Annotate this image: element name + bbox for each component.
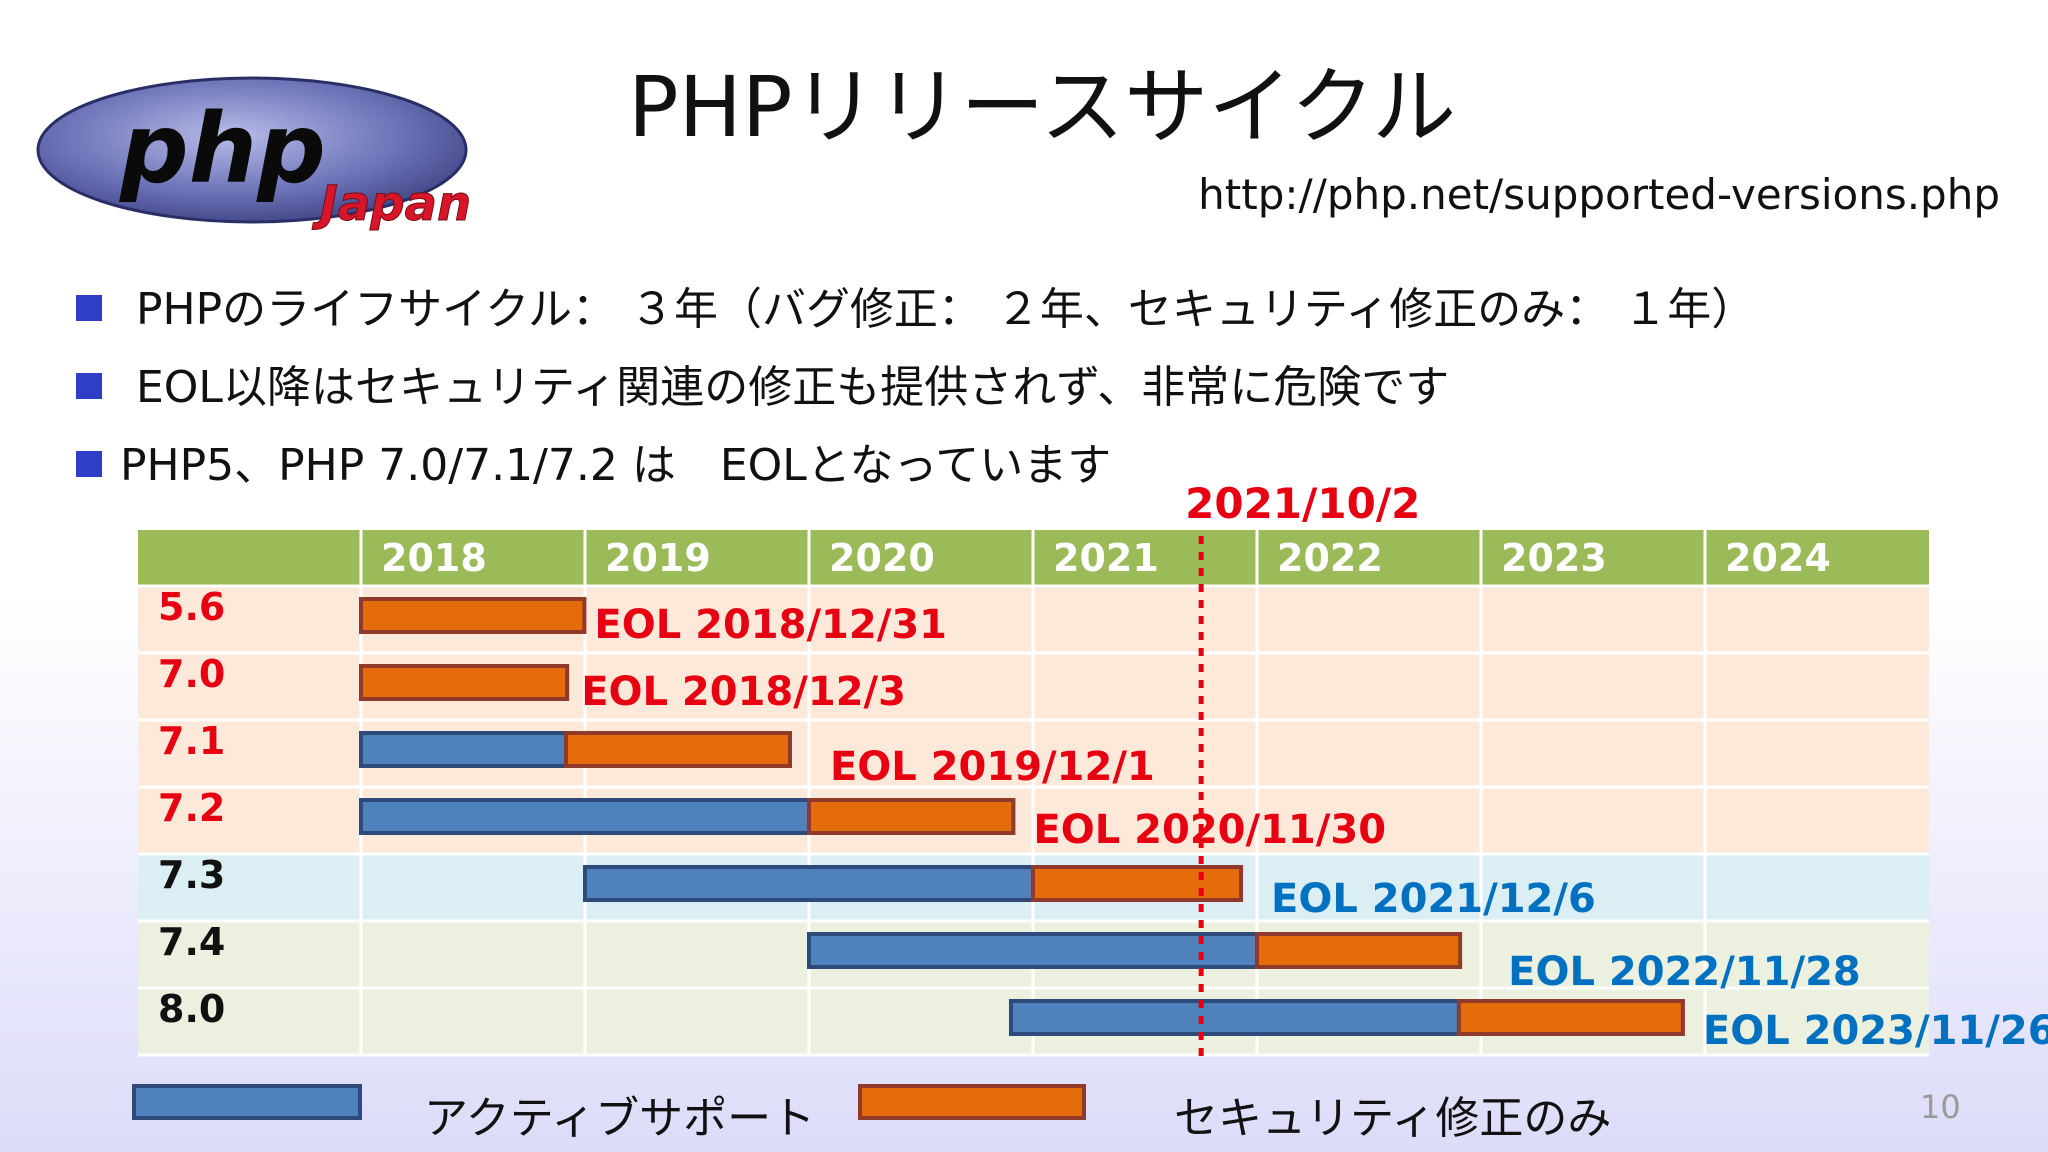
version-label: 8.0 [158,987,225,1031]
logo-text-japan: Japan [312,176,471,232]
version-label: 5.6 [158,585,225,629]
security-fix-bar [1456,999,1685,1036]
bullet-item: EOL以降はセキュリティ関連の修正も提供されず、非常に危険です [76,356,1449,420]
security-fix-bar [563,731,792,768]
year-label: 2021 [1053,536,1159,580]
year-label: 2019 [605,536,711,580]
bullet-text: PHP5、PHP 7.0/7.1/7.2 は EOLとなっています [120,440,1112,491]
eol-label: EOL 2022/11/28 [1508,949,1861,995]
active-support-bar [359,731,568,768]
eol-label: EOL 2018/12/31 [594,602,947,648]
bullet-text: PHPのライフサイクル： ３年（バグ修正： ２年、セキュリティ修正のみ： １年） [136,284,1756,335]
year-label: 2022 [1277,536,1383,580]
bullet-item: PHPのライフサイクル： ３年（バグ修正： ２年、セキュリティ修正のみ： １年） [76,278,1755,342]
version-label: 7.0 [158,652,225,696]
year-label: 2020 [829,536,935,580]
bullet-item: PHP5、PHP 7.0/7.1/7.2 は EOLとなっています [76,434,1111,498]
active-support-bar [1008,999,1461,1036]
legend-label-security: セキュリティ修正のみ [1174,1093,1612,1144]
active-support-bar [807,932,1259,969]
legend-swatch-security [858,1084,1086,1120]
security-fix-bar [1255,932,1463,969]
security-fix-bar [359,597,587,634]
eol-label: EOL 2021/12/6 [1271,876,1596,922]
version-label: 7.2 [158,786,225,830]
eol-label: EOL 2018/12/3 [581,669,906,715]
year-label: 2018 [381,536,487,580]
bullet-square-icon [76,451,102,477]
eol-label: EOL 2019/12/1 [830,744,1155,790]
slide-title: PHPリリースサイクル [628,58,1457,156]
security-fix-bar [1031,865,1244,902]
bullet-square-icon [76,373,102,399]
version-label: 7.1 [158,719,225,763]
year-label: 2023 [1501,536,1607,580]
version-label: 7.3 [158,853,225,897]
legend-label-active: アクティブサポート [424,1093,816,1144]
bullet-text: EOL以降はセキュリティ関連の修正も提供されず、非常に危険です [136,362,1450,413]
security-fix-bar [359,664,570,701]
bullet-square-icon [76,295,102,321]
year-label: 2024 [1725,536,1831,580]
security-fix-bar [807,798,1016,835]
eol-label: EOL 2020/11/30 [1033,807,1386,853]
php-japan-logo: php Japan [36,76,472,233]
eol-label: EOL 2023/11/26 [1703,1008,2048,1054]
legend-swatch-active [132,1084,362,1120]
active-support-bar [583,865,1035,902]
marker-label: 2021/10/2 [1185,479,1420,528]
logo-text-php: php [119,93,326,205]
version-label: 7.4 [158,920,225,964]
active-support-bar [359,798,811,835]
source-url: http://php.net/supported-versions.php [1198,170,2000,219]
page-number: 10 [1920,1088,1961,1126]
